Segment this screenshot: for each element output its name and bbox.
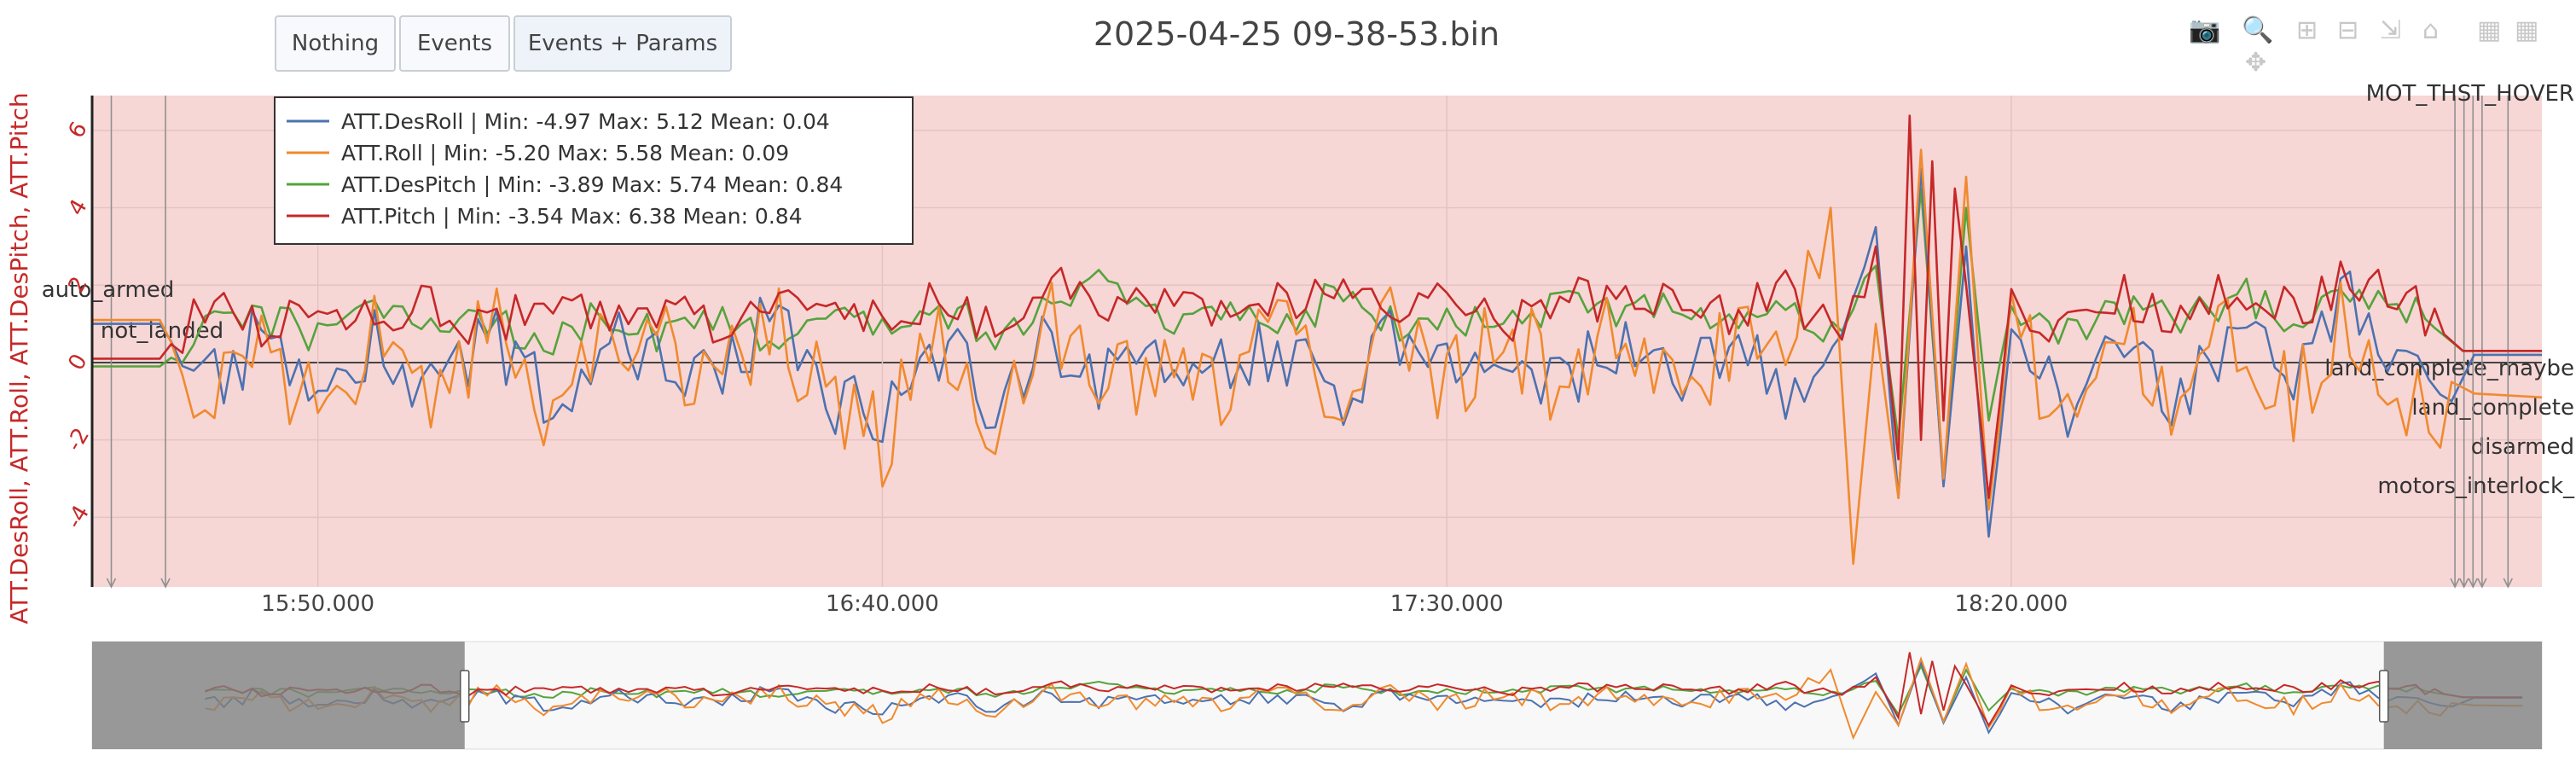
range-handle-right[interactable]: [2378, 670, 2389, 723]
event-arrow: [2503, 578, 2514, 589]
range-mask-left: [92, 642, 465, 749]
y-tick-label: 6: [63, 118, 92, 142]
range-handle-left[interactable]: [460, 670, 470, 723]
zoom-icon[interactable]: 🔍: [2242, 15, 2274, 45]
autoscale-icon[interactable]: ⇲: [2380, 15, 2402, 45]
x-tick-label: 15:50.000: [261, 591, 374, 617]
legend-box: [274, 96, 914, 245]
nothing-button[interactable]: Nothing: [275, 15, 396, 72]
legend-entry: ATT.DesPitch | Min: -3.89 Max: 5.74 Mean…: [341, 172, 843, 197]
zoom-out-icon[interactable]: ⊟: [2337, 15, 2359, 45]
event-label: land_complete: [2411, 395, 2574, 421]
event-arrow: [2468, 578, 2478, 589]
event-arrow: [2458, 578, 2469, 589]
pan-icon[interactable]: ✥: [2245, 48, 2267, 78]
save-icon[interactable]: ▦: [2477, 15, 2502, 45]
legend: ATT.DesRoll | Min: -4.97 Max: 5.12 Mean:…: [274, 96, 914, 245]
events-button[interactable]: Events: [399, 15, 510, 72]
y-tick-label: -2: [61, 424, 95, 456]
y-tick-label: 0: [63, 350, 92, 375]
y-tick-label: 4: [63, 195, 92, 220]
zoom-in-icon[interactable]: ⊞: [2296, 15, 2318, 45]
event-arrow: [2450, 578, 2460, 589]
range-selector[interactable]: [91, 641, 2543, 750]
range-series-att-despitch: [205, 664, 2522, 724]
event-label: MOT_THST_HOVER: [2366, 81, 2574, 107]
event-arrow: [2477, 578, 2487, 589]
chart-title: 2025-04-25 09-38-53.bin: [1093, 15, 1500, 53]
y-axis-label: ATT.DesRoll, ATT.Roll, ATT.DesPitch, ATT…: [5, 92, 33, 624]
range-series-att-pitch: [205, 652, 2522, 728]
series-line-att-desroll: [92, 167, 2542, 538]
save-all-icon[interactable]: ▦: [2515, 15, 2539, 45]
event-label: disarmed: [2471, 434, 2574, 460]
x-tick-label: 18:20.000: [1955, 591, 2068, 617]
legend-entry: ATT.Roll | Min: -5.20 Max: 5.58 Mean: 0.…: [341, 141, 789, 166]
event-arrow: [106, 578, 117, 589]
y-tick-label: -4: [61, 501, 95, 532]
legend-entry: ATT.Pitch | Min: -3.54 Max: 6.38 Mean: 0…: [341, 204, 803, 229]
camera-icon[interactable]: 📷: [2189, 15, 2221, 45]
event-arrow: [160, 578, 171, 589]
series-line-att-roll: [92, 148, 2543, 566]
series-line-att-pitch: [92, 114, 2542, 499]
home-icon[interactable]: ⌂: [2422, 15, 2440, 45]
event-label: land_complete_maybe: [2324, 356, 2574, 381]
event-label: auto_armed: [42, 277, 175, 303]
x-tick-label: 17:30.000: [1390, 591, 1504, 617]
legend-entry: ATT.DesRoll | Min: -4.97 Max: 5.12 Mean:…: [341, 109, 830, 134]
event-label: motors_interlock_: [2377, 473, 2575, 499]
events-params-button[interactable]: Events + Params: [513, 15, 732, 72]
x-tick-label: 16:40.000: [826, 591, 939, 617]
range-mask-right: [2383, 642, 2542, 749]
